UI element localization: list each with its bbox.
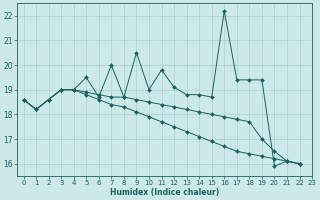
X-axis label: Humidex (Indice chaleur): Humidex (Indice chaleur) [110,188,219,197]
